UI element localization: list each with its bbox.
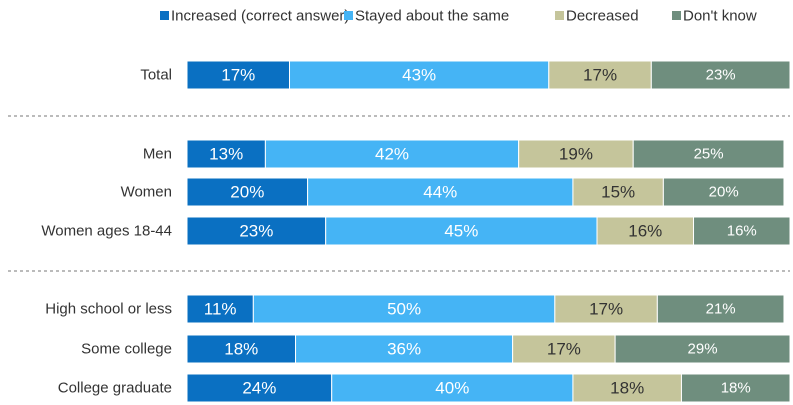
legend-label: Decreased [566, 8, 639, 25]
value-label: 42% [375, 145, 409, 164]
bar-segment [614, 334, 791, 364]
value-label: 11% [204, 300, 237, 319]
value-label: 15% [601, 183, 635, 202]
value-label: 45% [444, 222, 478, 241]
y-tick-label: Total [140, 67, 172, 84]
bar-segment [650, 60, 791, 90]
value-label: 40% [435, 379, 469, 398]
value-label: 17% [589, 300, 623, 319]
bar-segment [307, 177, 574, 207]
bar-segment [662, 177, 785, 207]
legend-swatch [672, 11, 681, 20]
bar-segment [331, 373, 574, 403]
value-label: 21% [706, 301, 736, 318]
value-label: 24% [242, 379, 276, 398]
value-label: 16% [628, 222, 662, 241]
y-tick-label: College graduate [58, 380, 172, 397]
value-label: 13% [209, 145, 243, 164]
bar-segment [186, 334, 297, 364]
bar-segment [656, 294, 785, 324]
legend-swatch [160, 11, 169, 20]
value-label: 17% [221, 66, 255, 85]
value-label: 17% [547, 340, 581, 359]
value-label: 29% [688, 341, 718, 358]
bar-segment [252, 294, 556, 324]
bar-segment [632, 139, 785, 169]
legend-label: Don't know [683, 8, 757, 25]
value-label: 25% [694, 146, 724, 163]
bar-segment [548, 60, 652, 90]
value-label: 18% [610, 379, 644, 398]
value-label: 43% [402, 66, 436, 85]
y-tick-label: Men [143, 146, 172, 163]
value-label: 16% [727, 223, 757, 240]
y-tick-label: Women ages 18-44 [41, 223, 172, 240]
value-label: 44% [423, 183, 457, 202]
legend-swatch [555, 11, 564, 20]
value-label: 23% [239, 222, 273, 241]
bar-segment [325, 216, 598, 246]
bar-segment [512, 334, 616, 364]
y-tick-label: High school or less [45, 301, 172, 318]
bar-segment [186, 294, 254, 324]
bar-segment [186, 60, 291, 90]
value-label: 17% [583, 66, 617, 85]
bar-segment [289, 60, 550, 90]
value-label: 20% [230, 183, 264, 202]
bar-segment [554, 294, 658, 324]
value-label: 20% [709, 184, 739, 201]
legend-swatch [344, 11, 353, 20]
value-label: 18% [224, 340, 258, 359]
bar-segment [572, 373, 682, 403]
y-tick-label: Some college [81, 341, 172, 358]
legend-label: Stayed about the same [355, 8, 509, 25]
bar-segment [693, 216, 791, 246]
bar-segment [295, 334, 514, 364]
value-label: 18% [721, 380, 751, 397]
value-label: 23% [706, 67, 736, 84]
legend-label: Increased (correct answer) [171, 8, 349, 25]
bar-segment [186, 373, 333, 403]
value-label: 36% [387, 340, 421, 359]
bar-segment [680, 373, 791, 403]
value-label: 19% [559, 145, 593, 164]
value-label: 50% [387, 300, 421, 319]
y-tick-label: Women [121, 184, 172, 201]
bar-segment [264, 139, 520, 169]
